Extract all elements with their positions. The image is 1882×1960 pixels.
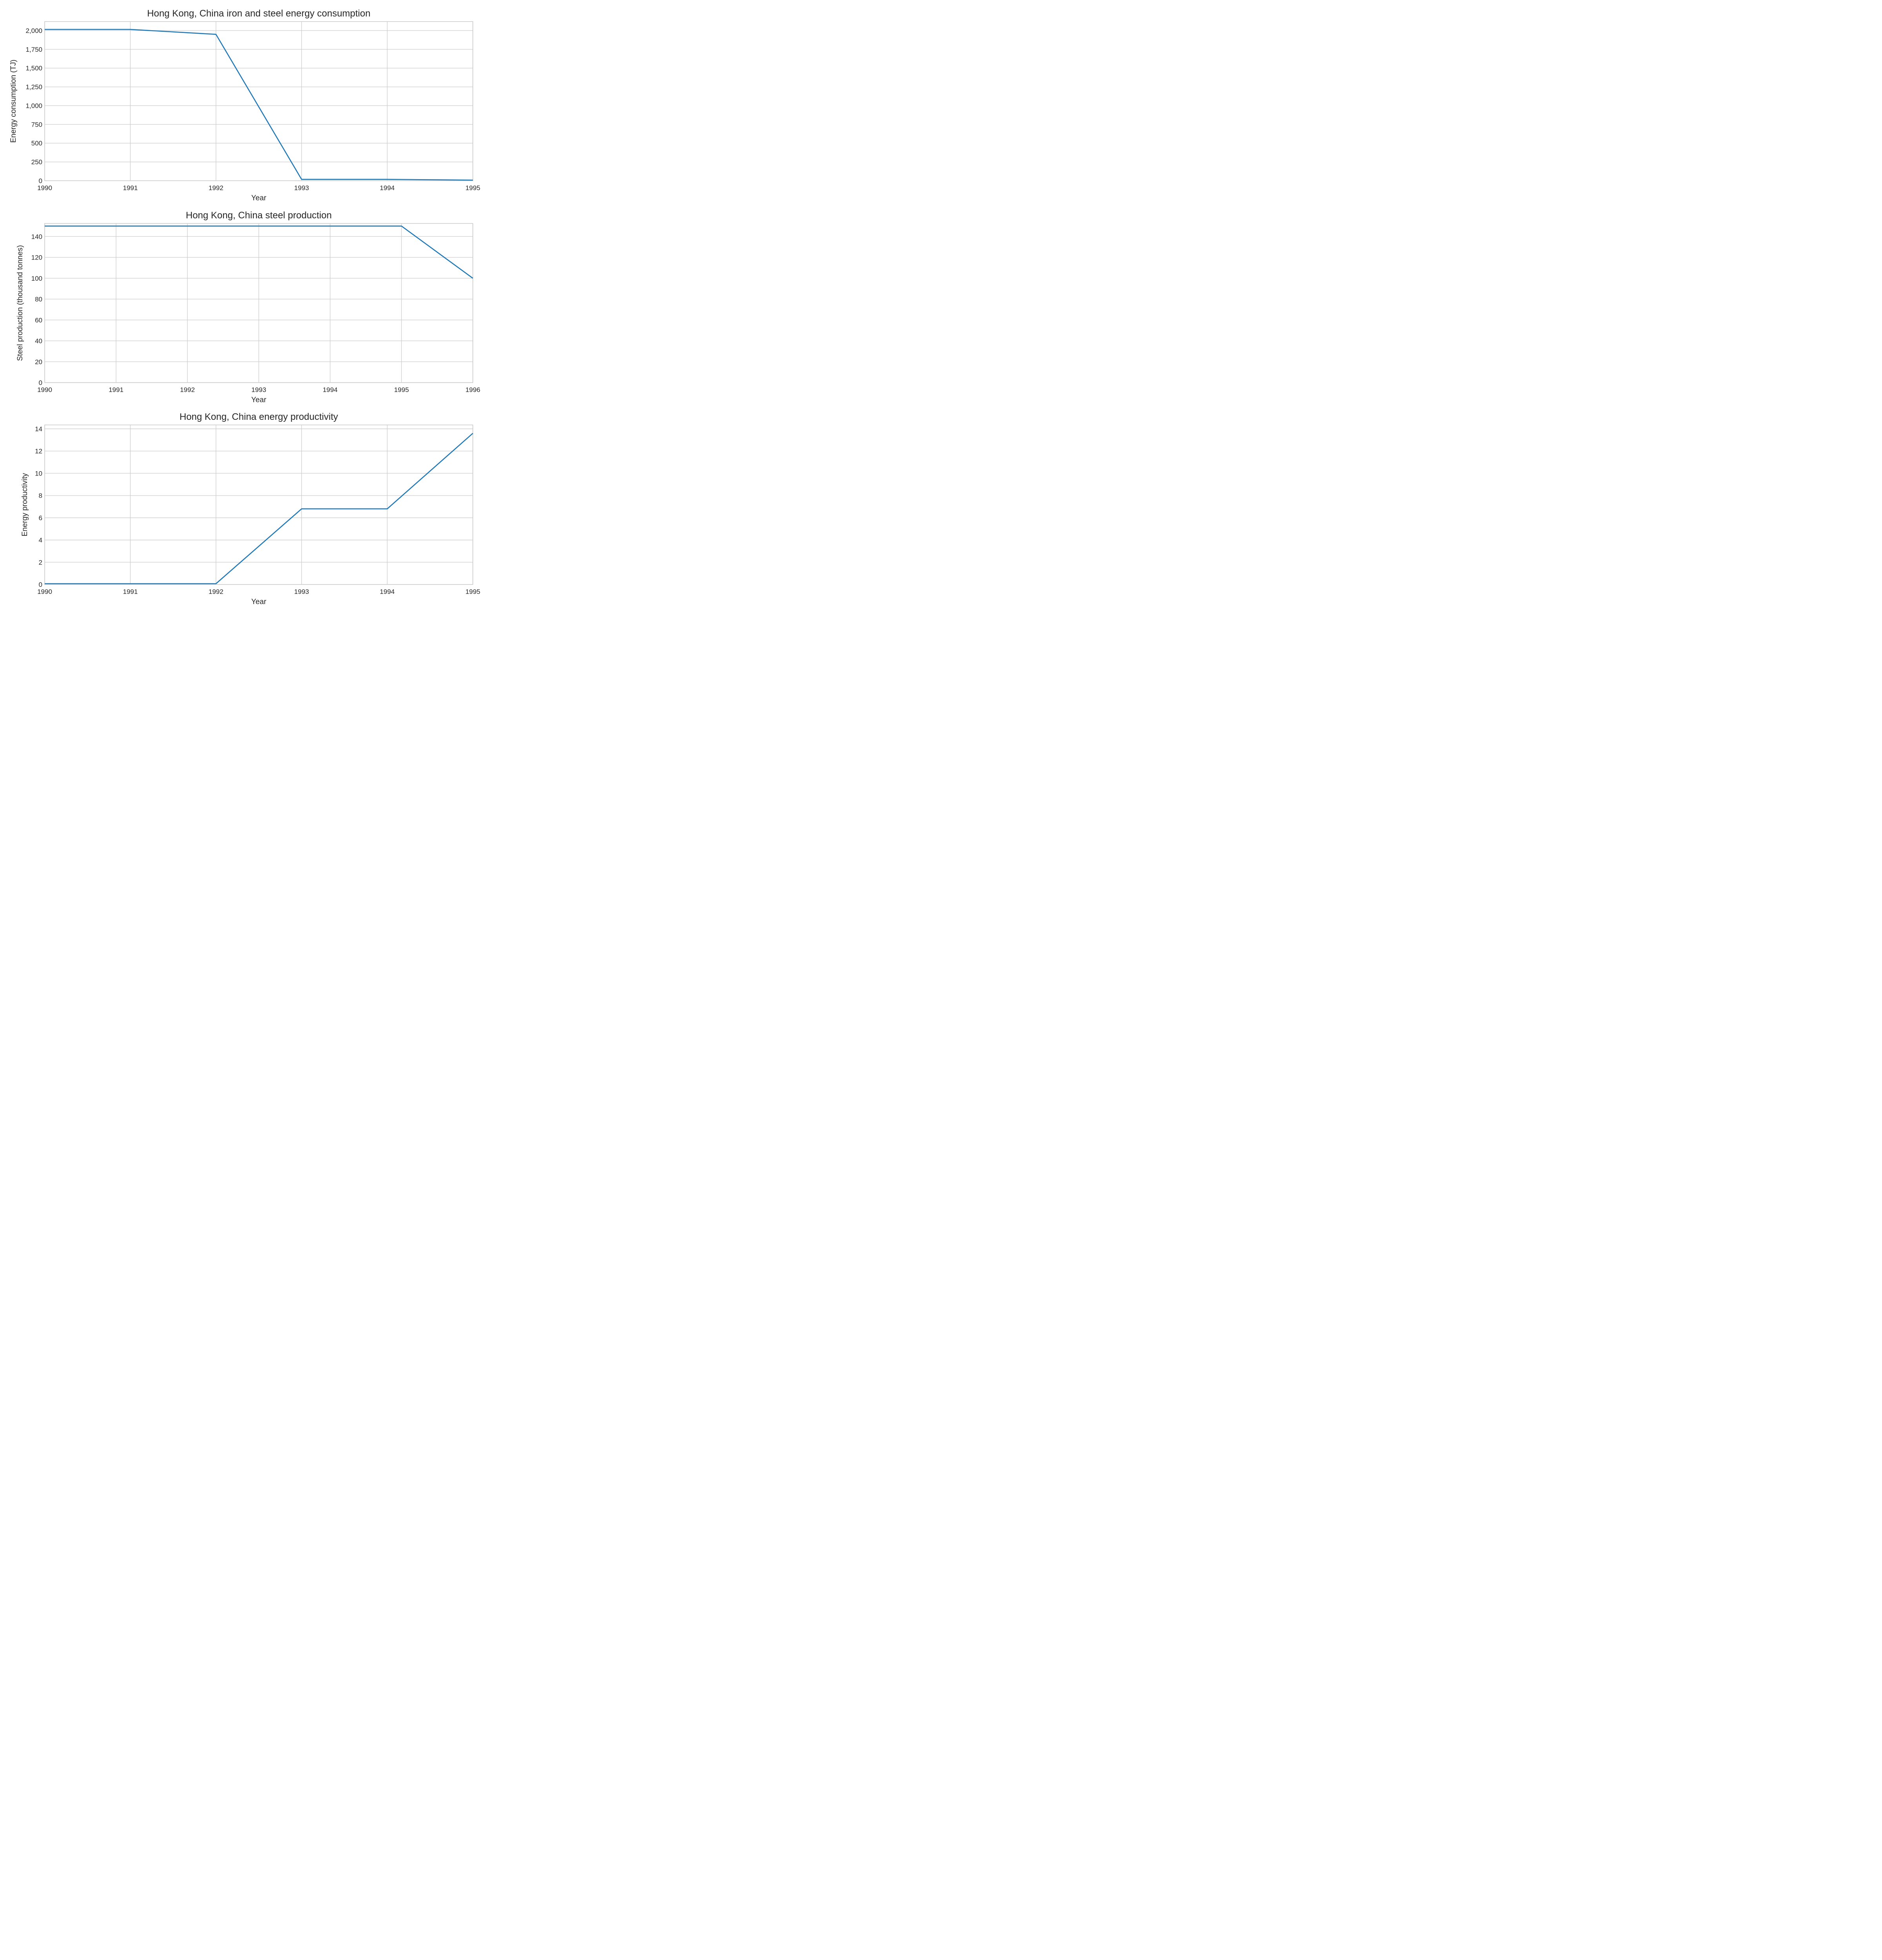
series-line (45, 29, 473, 181)
chart-panel-3: 0 2 4 6 8 10 12 14 1990 1991 1992 1993 1994 1995 Hong … (21, 412, 480, 606)
y-tick-label: 10 (35, 470, 42, 477)
y-tick-label: 60 (35, 316, 42, 324)
x-tick-label: 1990 (37, 386, 52, 394)
x-tick-label: 1992 (209, 588, 223, 595)
plot-frame (44, 425, 473, 585)
x-tick-label: 1991 (109, 386, 124, 394)
y-axis-label: Energy productivity (21, 473, 29, 536)
y-tick-label: 1,000 (25, 102, 42, 109)
chart-title: Hong Kong, China energy productivity (180, 412, 338, 422)
series-line (45, 225, 473, 279)
y-axis-label: Steel production (thousand tonnes) (16, 245, 24, 361)
y-axis-label: Energy consumption (TJ) (9, 60, 18, 143)
y-tick-label: 0 (39, 177, 42, 185)
x-tick-label: 1991 (123, 184, 138, 192)
x-tick-label: 1991 (123, 588, 138, 595)
y-tick-label: 4 (39, 537, 42, 544)
x-tick-label: 1992 (209, 184, 223, 192)
figure: 0 250 500 750 1,000 1,250 1,500 1,750 2,000 1990 1… (9, 8, 480, 606)
x-tick-label: 1992 (180, 386, 195, 394)
y-tick-label: 2 (39, 559, 42, 566)
x-tick-label: 1995 (394, 386, 409, 394)
y-tick-label: 500 (31, 140, 42, 147)
x-tick-label: 1990 (37, 184, 52, 192)
y-tick-label: 1,250 (25, 83, 42, 91)
y-tick-label: 100 (31, 275, 42, 282)
chart-panel-1: 0 250 500 750 1,000 1,250 1,500 1,750 2,000 1990 1… (9, 8, 480, 202)
y-tick-label: 6 (39, 514, 42, 522)
y-tick-label: 14 (35, 425, 42, 433)
x-tick-label: 1994 (380, 184, 395, 192)
x-tick-label: 1990 (37, 588, 52, 595)
y-tick-label: 40 (35, 338, 42, 345)
x-tick-label: 1993 (294, 588, 309, 595)
y-tick-label: 120 (31, 254, 42, 261)
y-tick-label: 750 (31, 121, 42, 128)
series-line (45, 433, 473, 584)
x-axis-label: Year (251, 598, 267, 606)
y-tick-label: 12 (35, 448, 42, 455)
chart-title: Hong Kong, China iron and steel energy c… (147, 8, 371, 19)
y-tick-label: 20 (35, 358, 42, 366)
plot-frame (44, 21, 473, 181)
x-axis-label: Year (251, 396, 267, 404)
y-tick-label: 1,750 (25, 46, 42, 53)
x-tick-label: 1994 (380, 588, 395, 595)
x-tick-label: 1995 (465, 184, 480, 192)
x-tick-label: 1993 (294, 184, 309, 192)
x-tick-label: 1995 (465, 588, 480, 595)
plot-frame (44, 223, 473, 383)
chart-title: Hong Kong, China steel production (186, 210, 332, 221)
chart-panel-2: 0 20 40 60 80 100 120 140 1990 1991 1992 1993 1994 19… (16, 210, 480, 404)
y-tick-label: 0 (39, 581, 42, 588)
y-tick-label: 140 (31, 233, 42, 240)
x-tick-label: 1994 (323, 386, 338, 394)
y-tick-label: 80 (35, 296, 42, 303)
x-tick-label: 1996 (465, 386, 480, 394)
x-axis-label: Year (251, 194, 267, 202)
y-tick-label: 1,500 (25, 65, 42, 72)
y-tick-label: 250 (31, 158, 42, 166)
y-tick-label: 0 (39, 379, 42, 387)
x-tick-label: 1993 (251, 386, 266, 394)
y-tick-label: 2,000 (25, 27, 42, 34)
y-tick-label: 8 (39, 492, 42, 499)
